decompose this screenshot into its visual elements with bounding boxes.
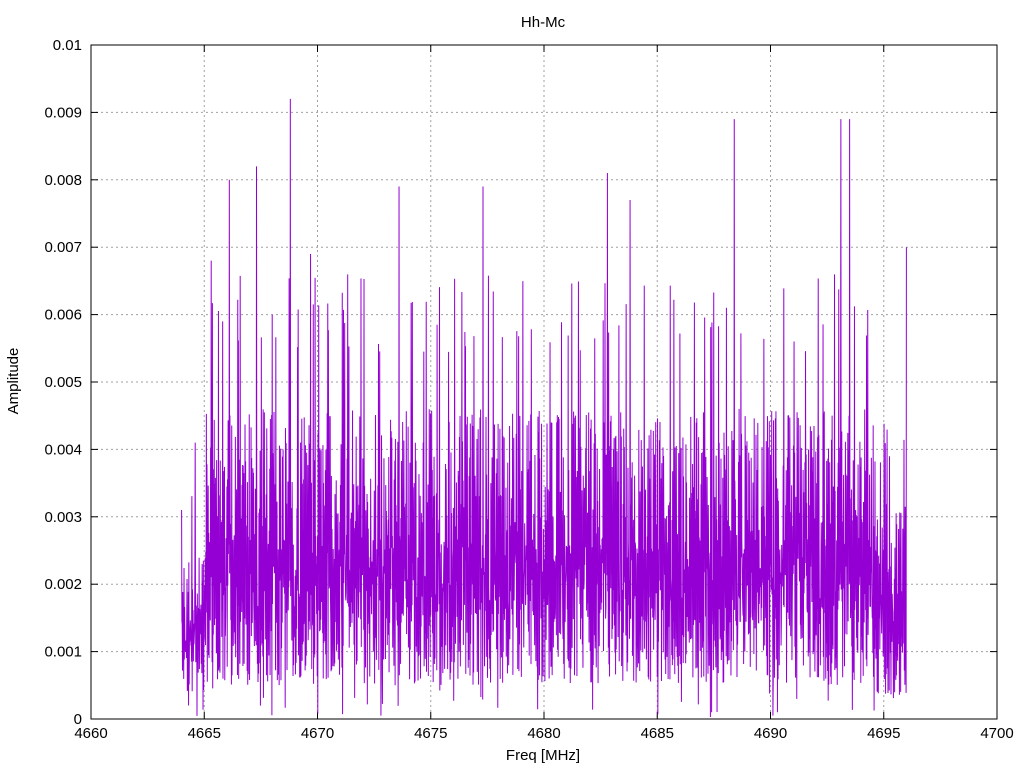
- x-tick-label: 4670: [301, 725, 334, 742]
- x-tick-label: 4695: [867, 725, 900, 742]
- y-tick-label: 0.003: [44, 509, 82, 526]
- x-tick-label: 4690: [754, 725, 787, 742]
- y-tick-label: 0.002: [44, 576, 82, 593]
- y-tick-label: 0.007: [44, 239, 82, 256]
- y-tick-label: 0.01: [53, 37, 82, 54]
- y-tick-label: 0.001: [44, 644, 82, 661]
- x-axis-label: Freq [MHz]: [506, 747, 580, 764]
- plot-frame: [90, 44, 998, 720]
- y-tick-label: 0.008: [44, 172, 82, 189]
- amplitude-series-line: [181, 98, 907, 718]
- y-tick-label: 0: [74, 711, 82, 728]
- y-tick-label: 0.009: [44, 104, 82, 121]
- x-tick-label: 4685: [641, 725, 674, 742]
- x-tick-label: 4680: [527, 725, 560, 742]
- x-tick-label: 4700: [980, 725, 1013, 742]
- chart-title: Hh-Mc: [521, 14, 566, 31]
- x-tick-label: 4665: [188, 725, 221, 742]
- y-axis-label: Amplitude: [5, 348, 22, 415]
- x-tick-labels: 4660 4665 4670 4675 4680 4685 4690 4695 4700: [74, 725, 1013, 742]
- y-tick-label: 0.006: [44, 307, 82, 324]
- y-tick-label: 0.005: [44, 374, 82, 391]
- y-tick-labels: 0 0.001 0.002 0.003 0.004 0.005 0.006 0.007 0.00…: [44, 37, 82, 728]
- x-tick-label: 4675: [414, 725, 447, 742]
- x-tick-label: 4660: [74, 725, 107, 742]
- y-tick-label: 0.004: [44, 441, 82, 458]
